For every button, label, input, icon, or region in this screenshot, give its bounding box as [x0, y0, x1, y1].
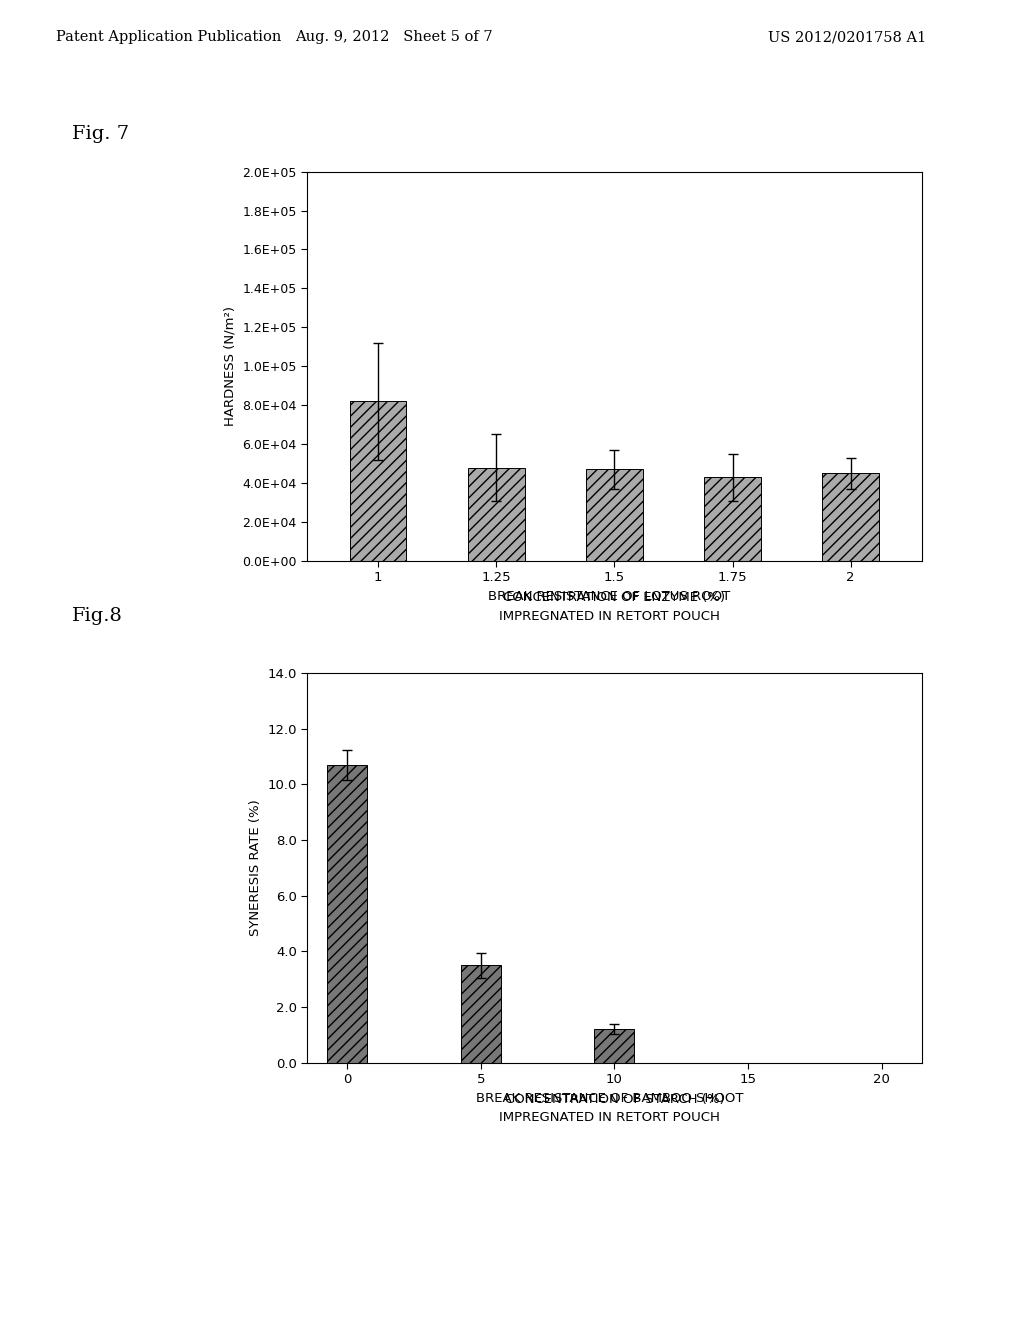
Bar	[461, 965, 501, 1063]
Bar	[822, 474, 879, 561]
Bar	[586, 470, 643, 561]
Text: US 2012/0201758 A1: US 2012/0201758 A1	[768, 30, 927, 45]
Y-axis label: HARDNESS (N/m²): HARDNESS (N/m²)	[223, 306, 237, 426]
Text: BREAK RESISTANCE OF BAMBOO SHOOT: BREAK RESISTANCE OF BAMBOO SHOOT	[475, 1092, 743, 1105]
X-axis label: CONCENTRATION OF ENZYME (%): CONCENTRATION OF ENZYME (%)	[504, 591, 725, 605]
Text: Fig.8: Fig.8	[72, 607, 123, 626]
Text: Aug. 9, 2012   Sheet 5 of 7: Aug. 9, 2012 Sheet 5 of 7	[296, 30, 493, 45]
Bar	[594, 1030, 635, 1063]
Text: IMPREGNATED IN RETORT POUCH: IMPREGNATED IN RETORT POUCH	[499, 1111, 720, 1125]
Text: IMPREGNATED IN RETORT POUCH: IMPREGNATED IN RETORT POUCH	[499, 610, 720, 623]
Text: BREAK RESISTANCE OF LOTUS ROOT: BREAK RESISTANCE OF LOTUS ROOT	[488, 590, 730, 603]
Text: Fig. 7: Fig. 7	[72, 125, 129, 144]
Y-axis label: SYNERESIS RATE (%): SYNERESIS RATE (%)	[249, 800, 262, 936]
X-axis label: CONCENTRATION OF STARCH (%): CONCENTRATION OF STARCH (%)	[505, 1093, 724, 1106]
Bar	[705, 478, 761, 561]
Bar	[328, 766, 368, 1063]
Text: Patent Application Publication: Patent Application Publication	[56, 30, 282, 45]
Bar	[468, 467, 524, 561]
Bar	[350, 401, 407, 561]
